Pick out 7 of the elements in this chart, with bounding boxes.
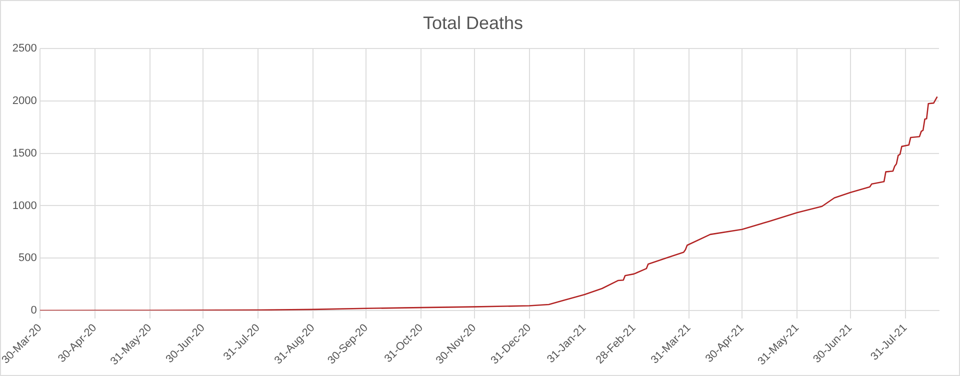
y-tick-label: 0 (30, 304, 37, 317)
y-tick-label: 1500 (12, 147, 37, 160)
y-tick-label: 2000 (12, 95, 37, 108)
y-tick-label: 500 (18, 252, 37, 264)
y-tick-label: 1000 (12, 200, 37, 212)
chart-title: Total Deaths (422, 12, 524, 33)
y-tick-label: 2500 (12, 42, 37, 55)
